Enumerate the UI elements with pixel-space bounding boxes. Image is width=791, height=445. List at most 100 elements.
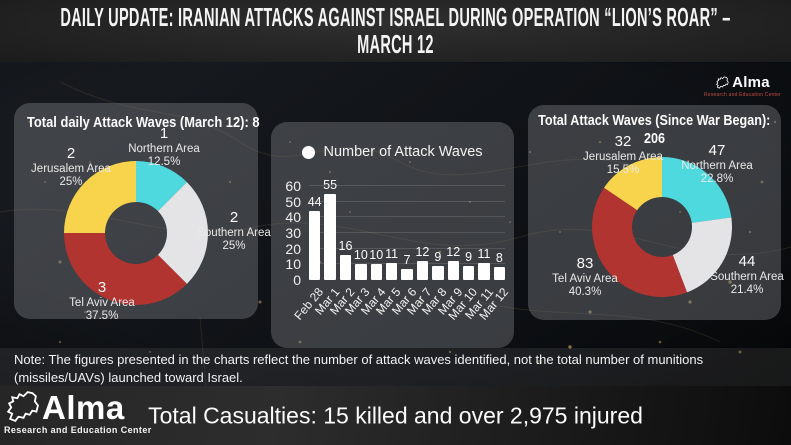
bar [478, 262, 490, 280]
donut-segment-tel-aviv-area [64, 233, 187, 305]
main-title-line2: MARCH 12 [357, 29, 434, 59]
alma-logo-tagline: Research and Education Center [704, 92, 781, 98]
bar-slot-mar-8: 9 Mar 8 [419, 186, 449, 318]
alma-logo-text: Alma [42, 389, 125, 427]
bar-chart-plot-area: 44 Feb 28 55 Mar 1 16 Mar 2 10 Mar 3 10 Mar 4 11 Ma… [292, 178, 512, 323]
alma-logo-small: Alma Research and Education Center [704, 74, 781, 98]
bar [385, 262, 398, 280]
donut-segment-northern-area [662, 157, 732, 223]
total-label-northern: 47 Northern Area 22.8% [681, 142, 753, 186]
main-title-line1: DAILY UPDATE: IRANIAN ATTACKS AGAINST IS… [60, 2, 731, 33]
legend-label: Number of Attack Waves [323, 144, 483, 160]
bar-value-label: 44 [307, 195, 322, 210]
note-band: Note: The figures presented in the chart… [0, 348, 791, 386]
y-axis-tick-label: 30 [285, 225, 301, 241]
bar [432, 265, 444, 280]
y-axis-tick-label: 0 [293, 272, 301, 288]
alma-map-icon [716, 76, 729, 89]
daily-donut-chart [64, 161, 208, 310]
bar [462, 265, 475, 280]
bar-value-label: 9 [434, 249, 442, 264]
total-attack-waves-panel: Total Attack Waves (Since War Began): 20… [528, 105, 784, 320]
gridline [309, 247, 505, 249]
bar-slot-mar-4: 10 Mar 4 [358, 186, 388, 317]
donut-segment-jerusalem-area [64, 161, 136, 233]
total-label-jerusalem: 32 Jerusalem Area 15.5% [583, 133, 663, 177]
bar-chart-y-axis: 0 10 20 30 40 50 60 [273, 178, 305, 288]
bar-slot-mar-10: 9 Mar 10 [446, 186, 481, 323]
casualties-footer: Alma Research and Education Center Total… [0, 386, 791, 445]
gridline [309, 185, 505, 186]
bar [355, 264, 367, 280]
bar-value-label: 12 [446, 245, 461, 260]
casualties-text: Total Casualties: 15 killed and over 2,9… [148, 402, 643, 428]
total-donut-chart [592, 157, 732, 302]
bar-value-label: 16 [338, 238, 353, 253]
bar-slot-mar-1: 55 Mar 1 [312, 178, 342, 318]
bar [401, 269, 413, 280]
total-panel-title: Total Attack Waves (Since War Began): 20… [528, 112, 781, 148]
alma-map-icon [6, 391, 39, 422]
y-axis-tick-label: 60 [285, 178, 301, 194]
donut-segment-southern-area [672, 217, 732, 293]
alma-logo-large: Alma Research and Education Center [4, 390, 152, 435]
total-panel-title-line2: 206 [643, 130, 666, 147]
alma-logo-text: Alma [732, 74, 770, 91]
note-text: Note: The figures presented in the chart… [14, 352, 704, 386]
daily-label-southern: 2 Southern Area 25% [197, 209, 271, 253]
bar-value-label: 11 [385, 246, 399, 261]
bar-value-label: 12 [415, 245, 430, 260]
bar [447, 261, 459, 280]
alma-logo-tagline: Research and Education Center [4, 425, 152, 435]
bar [309, 211, 321, 280]
bar-value-label: 7 [403, 253, 411, 268]
bar-chart-legend: Number of Attack Waves [271, 144, 514, 160]
donut-segment-southern-area [157, 182, 208, 284]
y-axis-tick-label: 10 [285, 256, 301, 273]
bar [339, 254, 352, 280]
bar-value-label: 55 [323, 177, 338, 192]
bar-slot-mar-3: 10 Mar 3 [342, 186, 372, 317]
donut-svg [592, 157, 732, 297]
gridline [309, 200, 505, 202]
bar-value-label: 9 [465, 249, 473, 264]
bar-slot-mar-7: 12 Mar 7 [404, 186, 434, 317]
attack-waves-bar-chart-panel: Number of Attack Waves 0 10 20 30 40 50 60 44 F… [271, 122, 514, 348]
donut-segment-tel-aviv-area [592, 187, 688, 297]
daily-attack-waves-panel: Total daily Attack Waves (March 12): 8 1… [14, 103, 271, 322]
title-bar: DAILY UPDATE: IRANIAN ATTACKS AGAINST IS… [0, 0, 791, 62]
map-vignette [0, 62, 791, 386]
bar [324, 193, 336, 280]
bar-value-label: 8 [495, 251, 503, 266]
bar [493, 267, 506, 280]
total-label-tel-aviv: 83 Tel Aviv Area 40.3% [552, 255, 618, 299]
y-axis-tick-label: 50 [285, 193, 301, 210]
bar-slot-mar-2: 16 Mar 2 [327, 186, 357, 318]
daily-label-tel-aviv: 3 Tel Aviv Area 37.5% [69, 279, 135, 323]
gridline [309, 216, 505, 218]
gridline [309, 232, 505, 233]
gridline [309, 263, 505, 265]
y-axis-tick-label: 40 [285, 209, 301, 226]
daily-label-northern: 1 Northern Area 12.5% [128, 125, 200, 169]
daily-panel-title: Total daily Attack Waves (March 12): 8 [27, 114, 260, 131]
bar-slot-mar-11: 11 Mar 11 [462, 186, 496, 322]
total-label-southern: 44 Southern Area 21.4% [710, 253, 784, 297]
satellite-map-background [0, 62, 791, 386]
bar-slot-mar-9: 12 Mar 9 [435, 186, 465, 317]
donut-segment-jerusalem-area [604, 157, 662, 211]
daily-label-jerusalem: 2 Jerusalem Area 25% [31, 145, 111, 189]
total-panel-title-line1: Total Attack Waves (Since War Began): [538, 112, 771, 129]
bar-slot-mar-6: 7 Mar 6 [388, 186, 418, 317]
bar-slot-feb-28: 44 Feb 28 [292, 186, 327, 323]
bar-value-label: 11 [477, 246, 491, 261]
bar-value-label: 10 [353, 248, 368, 263]
donut-svg [64, 161, 208, 305]
bar [370, 264, 382, 280]
bar-slot-mar-12: 8 Mar 12 [477, 186, 512, 322]
bar-slot-mar-5: 11 Mar 5 [373, 186, 403, 318]
bar-value-label: 10 [369, 248, 384, 263]
y-axis-tick-label: 20 [285, 240, 301, 257]
legend-circle-icon [302, 145, 316, 159]
